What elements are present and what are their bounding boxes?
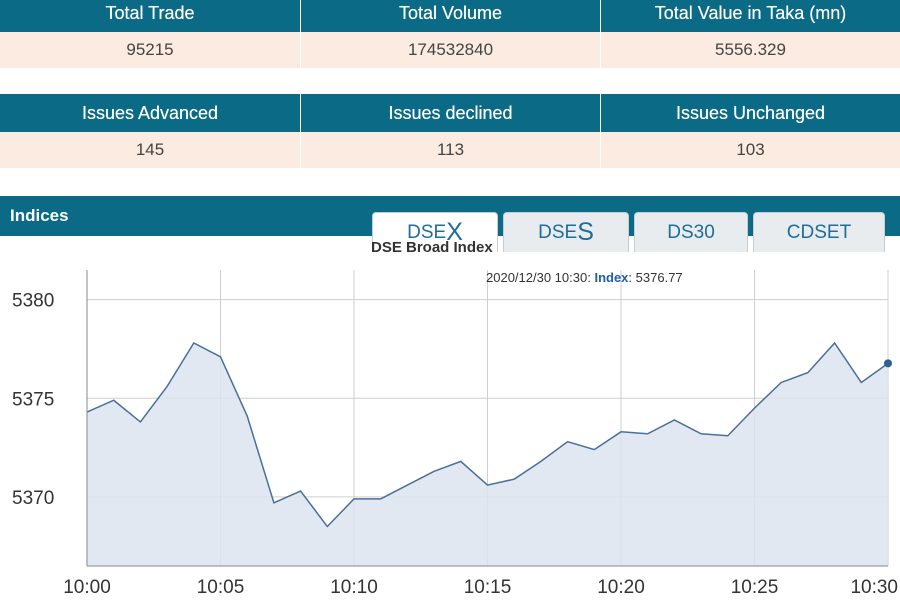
issues-advanced-value: 145 [0,132,300,168]
last-point-marker [884,359,892,368]
x-tick-label: 10:15 [464,577,512,598]
issues-unchanged-value: 103 [600,132,900,168]
total-volume-value: 174532840 [300,32,600,68]
x-tick-label: 10:05 [197,577,245,598]
tab-dses-suffix: S [577,218,594,246]
tooltip-time: 2020/12/30 10:30: [486,270,591,285]
total-value-value: 5556.329 [600,32,900,68]
tooltip-label: Index [594,270,629,285]
tab-dses-prefix: DSE [538,221,578,243]
chart-tooltip: 2020/12/30 10:30: Index: 5376.77 [486,270,683,285]
tab-ds30[interactable]: DS30 [634,212,748,252]
x-tick-label: 10:00 [63,577,111,598]
total-trade-header: Total Trade [0,0,300,32]
issues-unchanged-header: Issues Unchanged [600,94,900,132]
issues-summary-table: Issues Advanced Issues declined Issues U… [0,94,900,168]
market-summary-table: Total Trade Total Volume Total Value in … [0,0,900,68]
indices-title: Indices [10,206,69,225]
series-line [86,341,889,528]
y-tick-label: 5380 [12,291,54,312]
y-tick-label: 5370 [12,488,54,509]
issues-declined-header: Issues declined [300,94,600,132]
x-tick-label: 10:10 [330,577,378,598]
tab-dsex-prefix: DSE [407,221,447,243]
x-tick-label: 10:30 [850,577,898,598]
tooltip-value: 5376.77 [635,270,683,285]
tab-ds30-label: DS30 [667,221,715,243]
total-value-header: Total Value in Taka (mn) [600,0,900,32]
series-area [87,343,888,566]
tab-dsex-suffix: X [446,218,463,246]
x-tick-label: 10:25 [731,577,779,598]
tab-dses[interactable]: DSE S [503,212,629,252]
total-trade-value: 95215 [0,32,300,68]
tab-cdset[interactable]: CDSET [753,212,885,252]
chart-title: DSE Broad Index [371,239,493,256]
issues-declined-value: 113 [300,132,600,168]
issues-advanced-header: Issues Advanced [0,94,300,132]
total-volume-header: Total Volume [300,0,600,32]
index-line-chart: 5370 5375 5380 10:00 10:05 10:10 10:15 10:20 10:… [12,270,898,598]
tab-dsex[interactable]: DSE X [372,212,498,252]
y-tick-label: 5375 [12,389,54,410]
x-tick-label: 10:20 [597,577,645,598]
tab-cdset-label: CDSET [786,221,852,243]
